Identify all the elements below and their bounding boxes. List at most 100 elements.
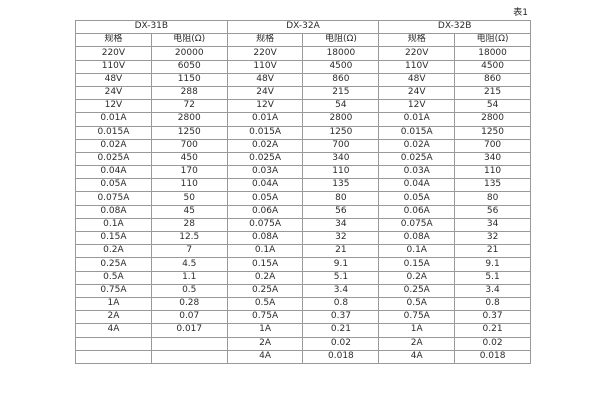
table-row: 2A 0.07 0.75A 0.37 0.75A 0.37 [75, 310, 531, 325]
resistance-cell: 1150 [150, 72, 228, 87]
resistance-cell: 0.8 [454, 296, 531, 312]
resistance-cell: 12.5 [150, 230, 228, 246]
spec-cell: 0.08A [75, 204, 152, 219]
spec-cell: 0.02A [226, 138, 304, 153]
resistance-cell: 32 [454, 230, 531, 246]
spec-cell: 0.01A [75, 112, 152, 127]
resistance-cell: 700 [302, 138, 380, 153]
resistance-cell: 0.37 [454, 310, 531, 325]
resistance-cell: 21 [454, 244, 531, 259]
spec-cell: 0.03A [226, 165, 304, 180]
resistance-cell: 1250 [454, 125, 531, 140]
spec-cell: 1A [226, 323, 304, 338]
table-row: 0.75A 0.5 0.25A 3.4 0.25A 3.4 [75, 283, 531, 298]
resistance-cell: 20000 [150, 46, 228, 61]
group-header-row: DX-31B DX-32A DX-32B [75, 19, 531, 35]
spec-cell: 0.01A [226, 112, 304, 127]
spec-cell: 110V [75, 59, 152, 74]
resistance-cell: 1.1 [150, 270, 228, 285]
spec-cell: 48V [226, 72, 304, 87]
spec-cell: 4A [378, 349, 456, 364]
table-row: 0.01A 2800 0.01A 2800 0.01A 2800 [75, 112, 531, 127]
resistance-cell: 135 [454, 178, 531, 193]
spec-cell: 0.02A [75, 138, 152, 153]
spec-cell: 0.75A [226, 310, 304, 325]
spec-cell: 220V [75, 46, 152, 61]
resistance-cell: 215 [454, 85, 531, 101]
spec-cell [75, 349, 152, 364]
table-header: DX-31B DX-32A DX-32B 规格 电阻(Ω) 规格 电阻(Ω) 规… [75, 19, 531, 48]
spec-cell: 0.04A [378, 178, 456, 193]
spec-cell: 0.1A [75, 217, 152, 233]
resistance-cell: 50 [150, 191, 228, 206]
spec-cell: 48V [378, 72, 456, 87]
resistance-cell: 0.018 [454, 349, 531, 364]
spec-cell [75, 336, 152, 351]
spec-cell: 0.25A [75, 257, 152, 272]
spec-cell: 0.08A [226, 230, 304, 246]
resistance-cell: 0.017 [150, 323, 228, 338]
resistance-cell [150, 349, 228, 364]
resistance-cell: 340 [454, 151, 531, 167]
resistance-cell: 18000 [454, 46, 531, 61]
resistance-cell: 340 [302, 151, 380, 167]
resistance-cell: 0.21 [302, 323, 380, 338]
resistance-table: DX-31B DX-32A DX-32B 规格 电阻(Ω) 规格 电阻(Ω) 规… [75, 19, 531, 364]
resistance-column-header: 电阻(Ω) [150, 33, 228, 48]
resistance-cell: 288 [150, 85, 228, 101]
spec-cell: 0.015A [378, 125, 456, 140]
spec-cell: 0.15A [378, 257, 456, 272]
table-body: 220V 20000 220V 18000 220V 18000 110V 6050 110V 4… [75, 46, 531, 364]
resistance-cell: 0.018 [302, 349, 380, 364]
spec-cell: 0.05A [226, 191, 304, 206]
spec-cell: 110V [378, 59, 456, 74]
resistance-cell: 1250 [150, 125, 228, 140]
table-row: 4A 0.017 1A 0.21 1A 0.21 [75, 323, 531, 338]
table-row: 0.075A 50 0.05A 80 0.05A 80 [75, 191, 531, 206]
spec-cell: 0.075A [75, 191, 152, 206]
resistance-cell: 28 [150, 217, 228, 233]
resistance-cell: 110 [150, 178, 228, 193]
resistance-cell: 860 [302, 72, 380, 87]
resistance-cell: 54 [454, 99, 531, 114]
resistance-cell: 700 [150, 138, 228, 153]
table-row: 0.08A 45 0.06A 56 0.06A 56 [75, 204, 531, 219]
spec-cell: 0.2A [378, 270, 456, 285]
spec-cell: 0.025A [75, 151, 152, 167]
spec-cell: 0.08A [378, 230, 456, 246]
spec-cell: 2A [75, 310, 152, 325]
resistance-cell: 56 [454, 204, 531, 219]
spec-cell: 1A [75, 296, 152, 312]
spec-cell: 0.15A [75, 230, 152, 246]
table-row: 220V 20000 220V 18000 220V 18000 [75, 46, 531, 61]
resistance-cell: 2800 [150, 112, 228, 127]
resistance-cell: 72 [150, 99, 228, 114]
spec-cell: 0.2A [226, 270, 304, 285]
spec-cell: 0.05A [75, 178, 152, 193]
resistance-cell: 6050 [150, 59, 228, 74]
table-row: 0.5A 1.1 0.2A 5.1 0.2A 5.1 [75, 270, 531, 285]
spec-cell: 0.1A [226, 244, 304, 259]
resistance-column-header: 电阻(Ω) [454, 33, 531, 48]
spec-cell: 0.075A [378, 217, 456, 233]
spec-cell: 0.25A [378, 283, 456, 298]
spec-cell: 110V [226, 59, 304, 74]
table-row: 0.04A 170 0.03A 110 0.03A 110 [75, 165, 531, 180]
resistance-cell: 2800 [454, 112, 531, 127]
spec-cell: 0.75A [75, 283, 152, 298]
resistance-cell: 110 [454, 165, 531, 180]
spec-cell: 0.02A [378, 138, 456, 153]
resistance-cell: 170 [150, 165, 228, 180]
resistance-cell: 0.5 [150, 283, 228, 298]
resistance-cell: 5.1 [302, 270, 380, 285]
group-header-dx32b: DX-32B [378, 19, 531, 35]
table-row: 12V 72 12V 54 12V 54 [75, 99, 531, 114]
spec-cell: 12V [226, 99, 304, 114]
table-row: 2A 0.02 2A 0.02 [75, 336, 531, 351]
spec-column-header: 规格 [226, 33, 304, 48]
spec-cell: 0.04A [226, 178, 304, 193]
spec-cell: 24V [75, 85, 152, 101]
resistance-cell: 0.02 [454, 336, 531, 351]
resistance-cell: 4500 [454, 59, 531, 74]
resistance-cell [150, 336, 228, 351]
